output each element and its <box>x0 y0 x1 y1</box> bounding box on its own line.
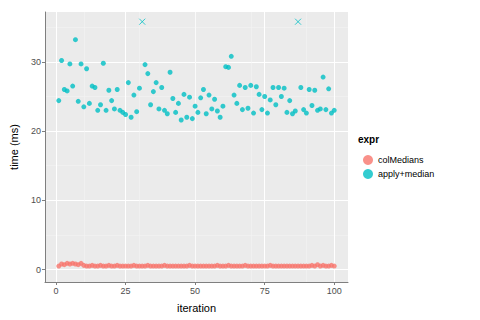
svg-text:75: 75 <box>260 286 270 296</box>
svg-text:0: 0 <box>53 286 58 296</box>
svg-text:colMedians: colMedians <box>378 155 424 165</box>
svg-text:25: 25 <box>121 286 131 296</box>
svg-text:0: 0 <box>36 265 41 275</box>
svg-text:iteration: iteration <box>177 302 216 314</box>
svg-text:100: 100 <box>327 286 342 296</box>
svg-text:expr: expr <box>358 134 379 145</box>
svg-text:10: 10 <box>31 195 41 205</box>
svg-text:30: 30 <box>31 57 41 67</box>
svg-text:20: 20 <box>31 126 41 136</box>
svg-text:50: 50 <box>190 286 200 296</box>
svg-text:apply+median: apply+median <box>378 169 434 179</box>
svg-text:time (ms): time (ms) <box>8 124 20 170</box>
